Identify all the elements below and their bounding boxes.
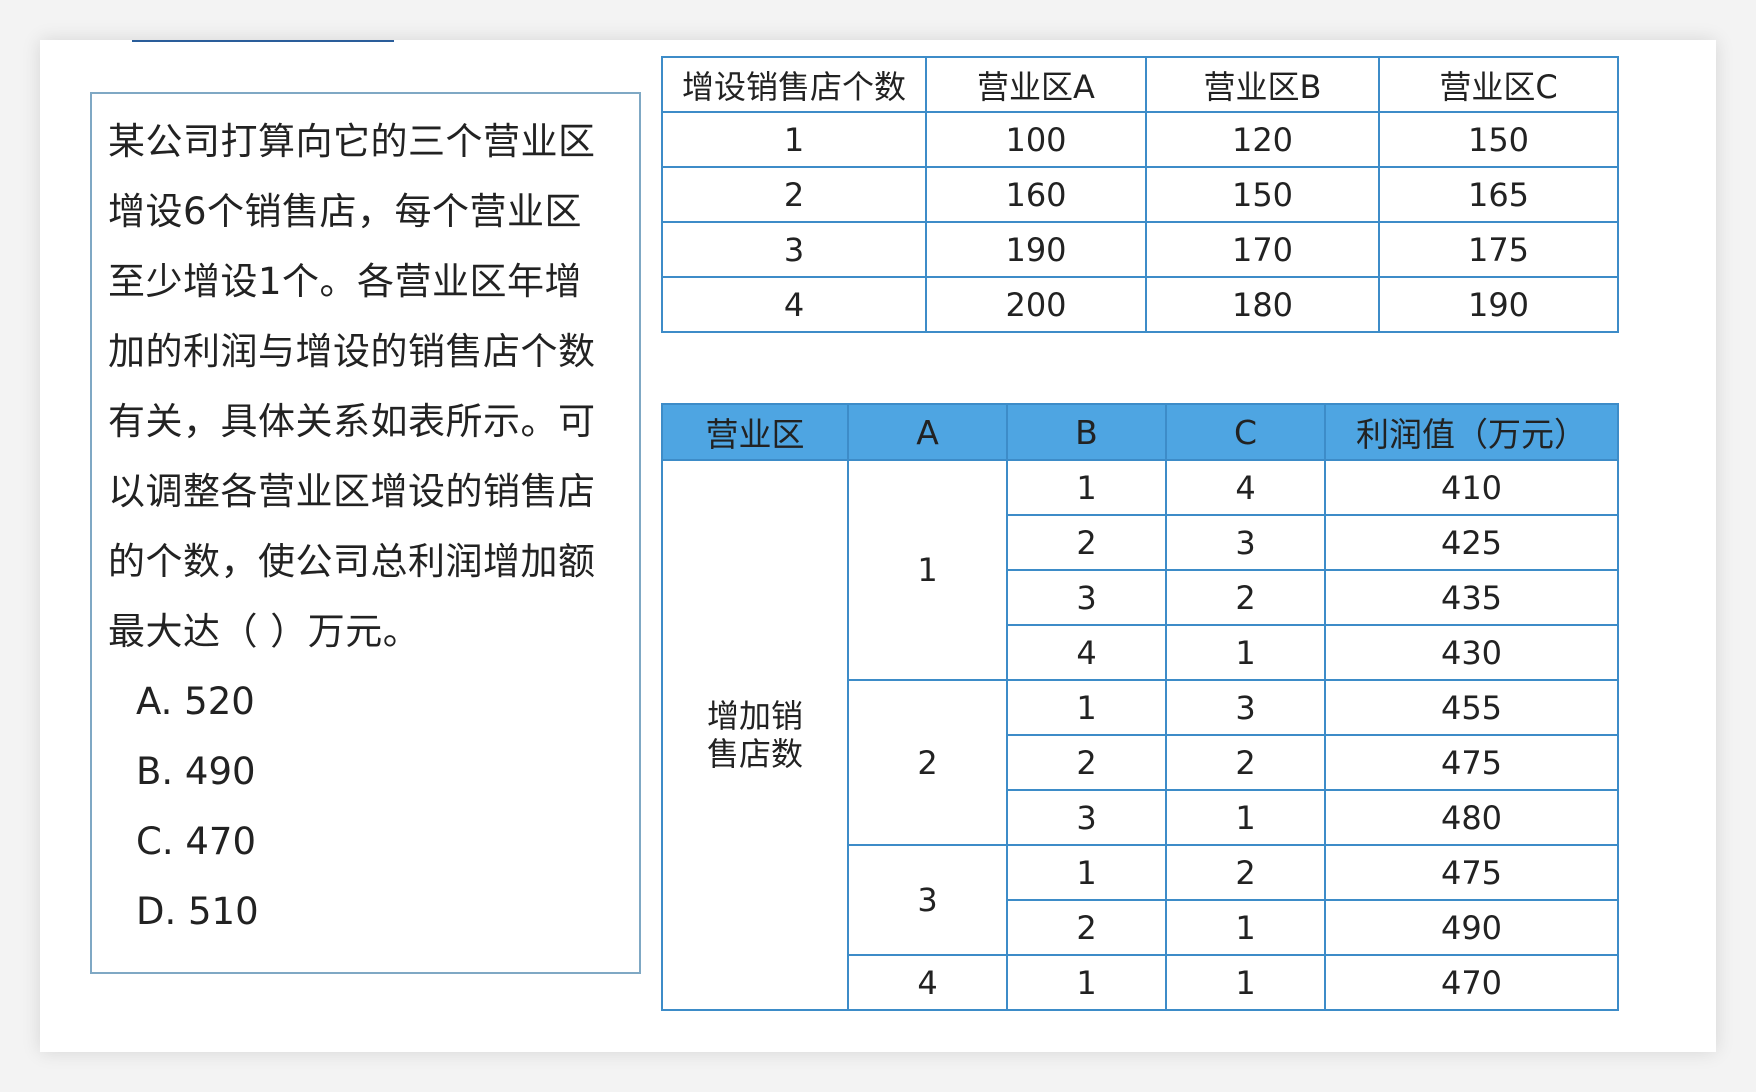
table-cell: 3 — [1165, 679, 1326, 736]
question-line: 以调整各营业区增设的销售店 — [108, 470, 596, 513]
table-cell: 1 — [661, 111, 927, 168]
table-cell: 2 — [1165, 569, 1326, 626]
table-cell: 475 — [1324, 734, 1619, 791]
table-row: 4 200 180 190 — [661, 276, 1619, 333]
table-row: 4 1 430 — [662, 624, 1619, 681]
table-cell: 2 — [1165, 734, 1326, 791]
table-cell: 3 — [1006, 569, 1167, 626]
table-row: 2 160 150 165 — [661, 166, 1619, 223]
area-a-cell: 3 — [847, 844, 1008, 956]
table-row: 2 3 425 — [662, 514, 1619, 571]
table-row: 2 2 475 — [662, 734, 1619, 791]
table-cell: 425 — [1324, 514, 1619, 571]
question-line: 增设6个销售店，每个营业区 — [108, 190, 583, 233]
area-a-cell: 2 — [847, 679, 1008, 846]
table-cell: 150 — [1378, 111, 1619, 168]
table-cell: 1 — [1165, 624, 1326, 681]
table-cell: 190 — [1378, 276, 1619, 333]
table-cell: 455 — [1324, 679, 1619, 736]
header-cell: 增设销售店个数 — [661, 56, 927, 113]
table-cell: 1 — [1006, 954, 1167, 1011]
table-cell: 160 — [925, 166, 1147, 223]
table-cell: 120 — [1145, 111, 1380, 168]
table-row: 3 1 2 475 — [662, 844, 1619, 956]
header-cell: 营业区B — [1145, 56, 1380, 113]
row-label: 增加销售店数 — [706, 697, 803, 773]
header-cell: B — [1006, 403, 1167, 461]
area-a-cell: 1 — [847, 459, 1008, 681]
header-cell: 利润值（万元） — [1324, 403, 1619, 461]
table-cell: 1 — [1006, 679, 1167, 736]
question-box: 某公司打算向它的三个营业区 增设6个销售店，每个营业区 至少增设1个。各营业区年… — [90, 92, 641, 974]
header-cell: A — [847, 403, 1008, 461]
question-line: 至少增设1个。各营业区年增 — [108, 260, 583, 303]
option-a[interactable]: A. 520 — [136, 680, 255, 723]
table-cell: 470 — [1324, 954, 1619, 1011]
question-line: 的个数，使公司总利润增加额 — [108, 540, 596, 583]
table-cell: 175 — [1378, 221, 1619, 278]
table-cell: 170 — [1145, 221, 1380, 278]
table-cell: 100 — [925, 111, 1147, 168]
table-row: 1 100 120 150 — [661, 111, 1619, 168]
table-cell: 2 — [1006, 514, 1167, 571]
table-cell: 150 — [1145, 166, 1380, 223]
question-line: 最大达（ ）万元。 — [108, 610, 421, 653]
header-cell: 营业区 — [661, 403, 849, 461]
table-cell: 430 — [1324, 624, 1619, 681]
table-cell: 1 — [1006, 844, 1167, 901]
table-cell: 2 — [661, 166, 927, 223]
option-c[interactable]: C. 470 — [136, 820, 256, 863]
table-header-row: 营业区 A B C 利润值（万元） — [661, 403, 1619, 461]
table-cell: 3 — [1165, 514, 1326, 571]
table-cell: 2 — [1165, 844, 1326, 901]
table-cell: 2 — [1006, 734, 1167, 791]
table-cell: 2 — [1006, 899, 1167, 956]
option-b[interactable]: B. 490 — [136, 750, 256, 793]
table-cell: 4 — [1165, 459, 1326, 516]
option-d[interactable]: D. 510 — [136, 890, 259, 933]
table-cell: 480 — [1324, 789, 1619, 846]
header-cell: 营业区C — [1378, 56, 1619, 113]
table-cell: 3 — [1006, 789, 1167, 846]
table-row: 增加销售店数 1 1 4 410 — [661, 459, 1619, 1011]
table-cell: 3 — [661, 221, 927, 278]
table-cell: 200 — [925, 276, 1147, 333]
table-cell: 4 — [661, 276, 927, 333]
row-label-cell: 增加销售店数 — [661, 459, 849, 1011]
question-line: 加的利润与增设的销售店个数 — [108, 330, 596, 373]
table-cell: 1 — [1006, 459, 1167, 516]
table-row: 3 190 170 175 — [661, 221, 1619, 278]
top-accent-line — [132, 40, 394, 42]
table-cell: 435 — [1324, 569, 1619, 626]
table-cell: 475 — [1324, 844, 1619, 901]
header-cell: C — [1165, 403, 1326, 461]
table-cell: 410 — [1324, 459, 1619, 516]
table-row: 3 2 435 — [662, 569, 1619, 626]
table-cell: 1 — [1165, 954, 1326, 1011]
area-a-cell: 4 — [847, 954, 1008, 1011]
table-row: 2 1 490 — [662, 899, 1619, 956]
table-row: 4 1 1 470 — [662, 954, 1619, 1011]
table-cell: 490 — [1324, 899, 1619, 956]
question-line: 有关，具体关系如表所示。可 — [108, 400, 596, 443]
table-cell: 4 — [1006, 624, 1167, 681]
table-cell: 180 — [1145, 276, 1380, 333]
header-cell: 营业区A — [925, 56, 1147, 113]
table-header-row: 增设销售店个数 营业区A 营业区B 营业区C — [661, 56, 1619, 113]
table-row: 2 1 3 455 — [662, 679, 1619, 846]
table-cell: 1 — [1165, 789, 1326, 846]
table-cell: 165 — [1378, 166, 1619, 223]
table-row: 3 1 480 — [662, 789, 1619, 846]
question-line: 某公司打算向它的三个营业区 — [108, 120, 596, 163]
allocation-table: 营业区 A B C 利润值（万元） 增加销售店数 1 1 4 410 2 3 425 3 2 435… — [661, 403, 1619, 1011]
profit-by-area-table: 增设销售店个数 营业区A 营业区B 营业区C 1 100 120 150 2 160 150… — [661, 56, 1619, 333]
table-cell: 1 — [1165, 899, 1326, 956]
table-cell: 190 — [925, 221, 1147, 278]
